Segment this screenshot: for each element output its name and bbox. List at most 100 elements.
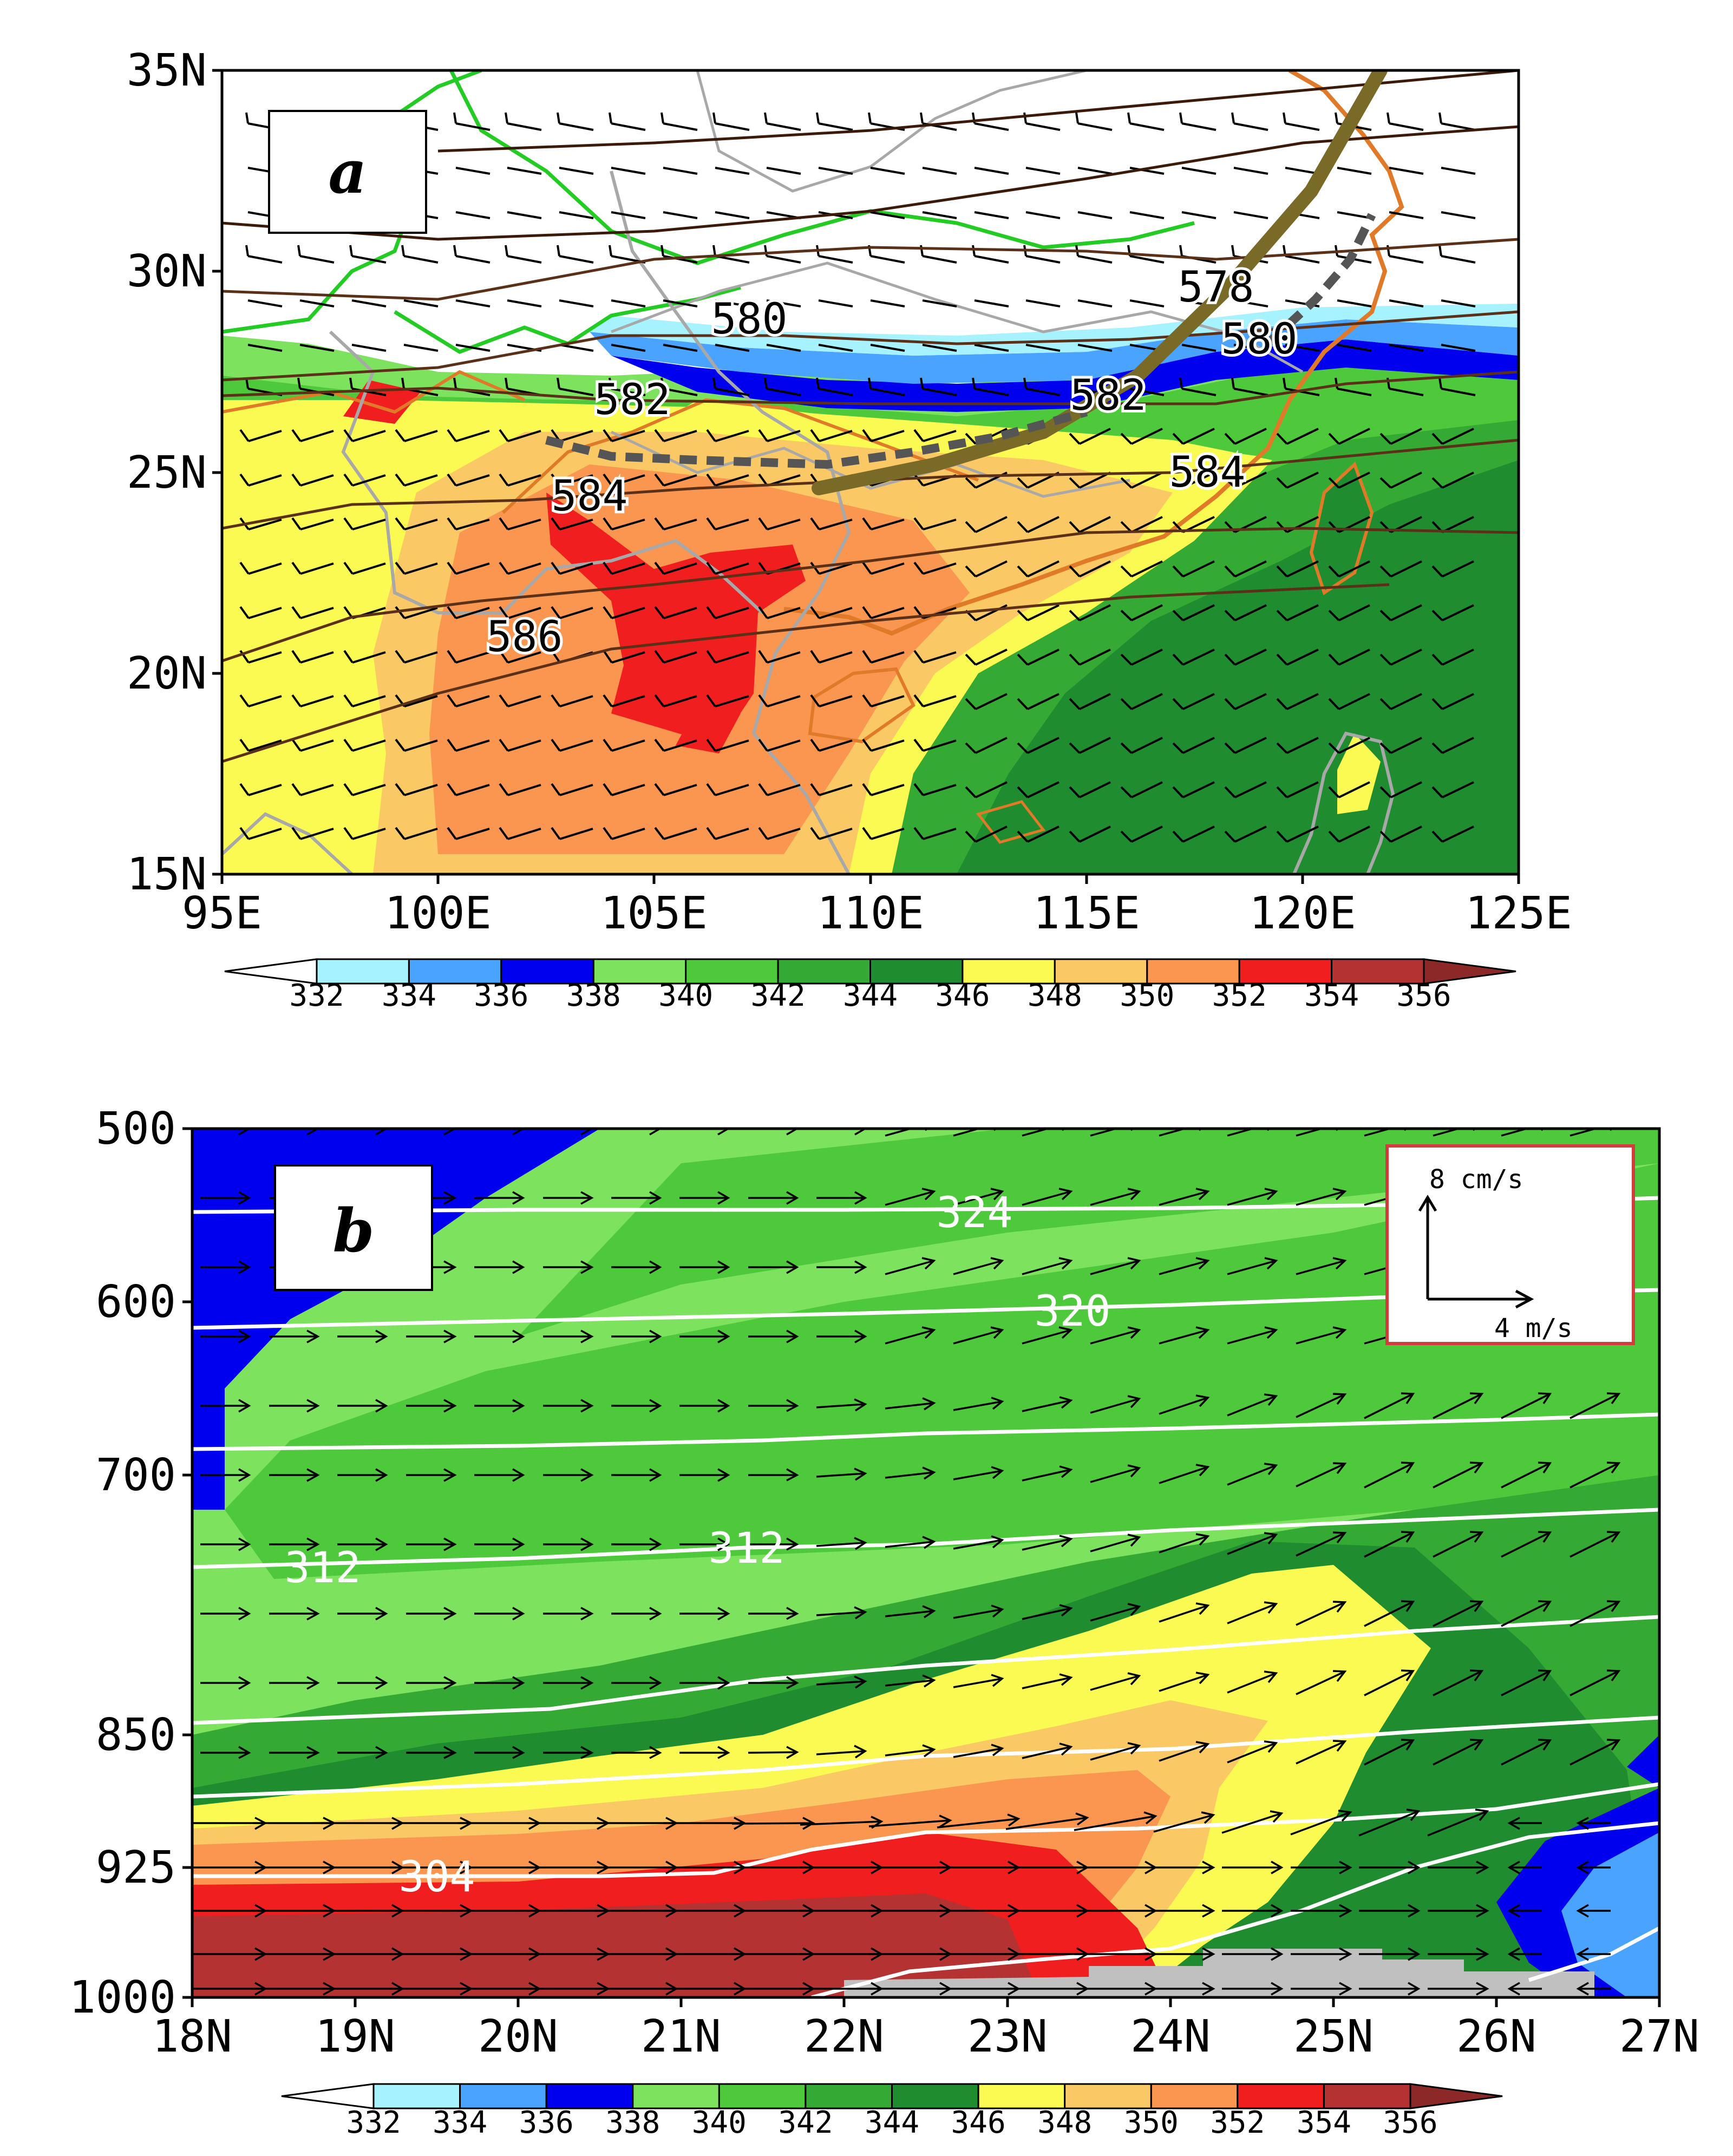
circulation-vector — [474, 1260, 525, 1274]
wind-barb — [1017, 648, 1060, 666]
circulation-vector — [1227, 1393, 1278, 1417]
circulation-vector — [200, 1468, 251, 1482]
circulation-vector — [611, 1468, 662, 1482]
circulation-vector — [200, 1191, 251, 1205]
colorbar-tick-label: 348 — [1037, 2105, 1092, 2140]
panel-a-colorbar: 332 334 336 338 340 342 344 346 348 350 352 354 356 — [224, 958, 1516, 1013]
circulation-vector — [748, 1607, 799, 1620]
pressure-tick-label: 600 — [96, 1276, 176, 1328]
circulation-vector — [406, 1129, 457, 1136]
wind-barb — [499, 694, 541, 707]
wind-barb — [920, 377, 957, 396]
colorbar-tick-label: 342 — [751, 978, 806, 1013]
circulation-vector — [1296, 1257, 1347, 1275]
circulation-vector — [1364, 1462, 1415, 1489]
wind-barb — [603, 606, 645, 619]
lat-tick-label: 24N — [1130, 2011, 1211, 2062]
terrain-profile — [844, 1949, 1594, 1997]
pressure-tick-label: 850 — [96, 1709, 176, 1761]
wind-barb — [1069, 648, 1111, 666]
wind-barb — [913, 783, 957, 796]
circulation-vector — [1227, 1188, 1278, 1206]
circulation-vector — [1569, 1462, 1621, 1489]
wind-barb — [1328, 560, 1370, 578]
wind-barb — [766, 167, 801, 175]
circulation-vector — [1153, 1811, 1215, 1833]
circulation-vector — [885, 1397, 936, 1411]
pressure-tick-label: 1000 — [69, 1972, 176, 2023]
wind-barb — [922, 344, 957, 352]
wind-barb — [609, 377, 646, 396]
circulation-vector — [1291, 1982, 1352, 1996]
circulation-vector — [679, 1607, 730, 1621]
height-contour-label: 584 — [1169, 448, 1246, 497]
theta-e-region — [192, 1893, 1040, 1997]
circulation-vector — [1090, 1395, 1141, 1414]
circulation-vector — [1159, 1741, 1210, 1762]
panel-a-height-contours — [222, 70, 1519, 763]
wind-barb — [1224, 825, 1267, 843]
wind-barb — [712, 112, 750, 131]
wind-barb — [913, 738, 957, 752]
wind-barb — [706, 738, 749, 752]
circulation-vector — [611, 1399, 662, 1413]
lon-tick-label: 95E — [182, 888, 262, 939]
wind-barb — [1276, 471, 1319, 489]
wind-barb — [1172, 781, 1215, 798]
circulation-vector — [474, 1191, 525, 1205]
colorbar-swatch — [891, 2083, 979, 2109]
wind-barb — [499, 606, 541, 619]
wind-barb — [712, 377, 750, 396]
circulation-vector — [337, 1129, 388, 1136]
wind-barb — [712, 245, 750, 264]
theta-e-region — [590, 304, 1519, 356]
wind-barb — [818, 344, 853, 352]
wind-barb — [559, 299, 594, 307]
theta-e-region — [957, 460, 1519, 874]
circulation-vector — [543, 1537, 594, 1551]
wind-barb — [1069, 516, 1111, 533]
wind-barb — [291, 606, 334, 619]
wind-barb — [603, 517, 645, 530]
circulation-vector — [1428, 1947, 1489, 1961]
circulation-vector — [1159, 1533, 1210, 1554]
wind-barb — [1129, 211, 1165, 219]
colorbar-swatch — [1237, 2083, 1325, 2109]
theta-contour-label: 320 — [1035, 1287, 1111, 1336]
circulation-vector — [1154, 1860, 1215, 1875]
wind-barb — [1233, 211, 1268, 219]
wind-barb — [654, 783, 697, 796]
wind-barb — [1328, 737, 1370, 754]
wind-barb — [810, 650, 853, 664]
circulation-vector — [611, 1676, 662, 1690]
lat-tick-label: 21N — [641, 2011, 721, 2062]
wind-barb — [758, 429, 801, 442]
wind-barb — [913, 827, 957, 840]
theta-contour-label: 312 — [709, 1524, 785, 1573]
panel-a-label: a — [328, 137, 367, 207]
height-contour-label: 578 — [1178, 263, 1254, 312]
wind-barb — [291, 650, 334, 664]
circulation-vector — [885, 1674, 936, 1688]
circulation-vector — [1296, 1670, 1347, 1695]
wind-barb — [1328, 471, 1370, 489]
lat-tick-label: 18N — [152, 2011, 232, 2062]
circulation-vector — [1090, 1326, 1141, 1345]
wind-barb — [239, 429, 282, 442]
wind-barb — [507, 167, 542, 175]
wind-barb — [810, 429, 853, 442]
wind-barb — [706, 561, 749, 575]
wind-barb — [551, 783, 593, 796]
wind-barb — [1224, 737, 1267, 754]
wind-barb — [974, 344, 1009, 352]
wind-barb — [1233, 344, 1268, 352]
circulation-vector — [200, 1260, 251, 1274]
wind-barb — [1025, 344, 1061, 352]
lon-tick-label: 100E — [384, 888, 491, 939]
circulation-vector — [200, 1676, 251, 1690]
wind-barb — [913, 650, 957, 664]
circulation-vector — [679, 1676, 730, 1690]
colorbar-tick-label: 338 — [566, 978, 621, 1013]
wind-barb — [974, 211, 1009, 219]
wind-barb — [1077, 344, 1113, 352]
